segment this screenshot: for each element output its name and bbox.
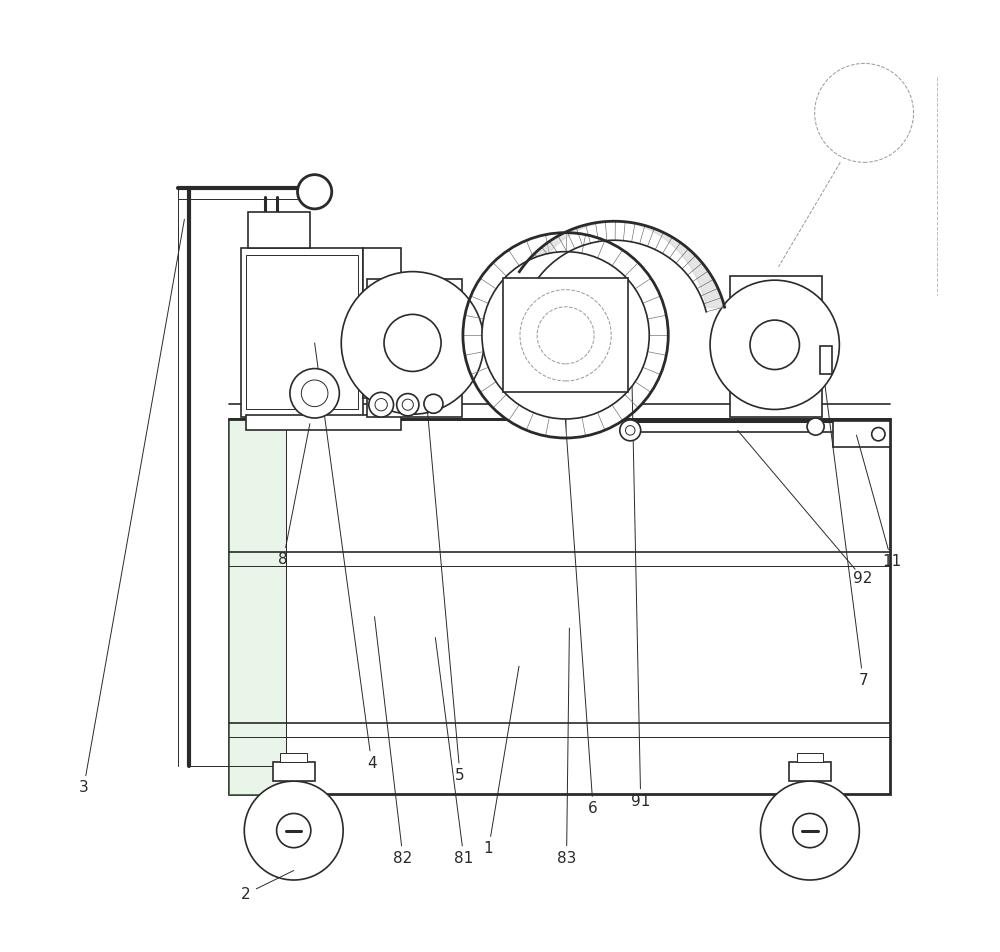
- Circle shape: [482, 251, 649, 419]
- Circle shape: [750, 320, 799, 369]
- Text: 7: 7: [858, 673, 868, 688]
- Circle shape: [244, 782, 343, 880]
- Text: 82: 82: [393, 851, 413, 865]
- Text: 11: 11: [882, 554, 901, 569]
- Text: 92: 92: [853, 571, 873, 586]
- Text: 83: 83: [557, 851, 576, 865]
- Bar: [730, 276, 822, 417]
- Circle shape: [277, 813, 311, 847]
- Circle shape: [807, 418, 824, 435]
- Bar: [833, 421, 890, 447]
- Bar: [503, 278, 628, 392]
- Bar: [248, 211, 310, 248]
- Text: 6: 6: [588, 802, 598, 816]
- Bar: [363, 248, 401, 398]
- Circle shape: [463, 232, 668, 438]
- Bar: [797, 753, 823, 763]
- Circle shape: [793, 813, 827, 847]
- Bar: [229, 419, 890, 795]
- Circle shape: [625, 426, 635, 435]
- Bar: [273, 763, 315, 782]
- Circle shape: [402, 399, 413, 410]
- Bar: [229, 419, 286, 795]
- Text: 5: 5: [455, 768, 465, 783]
- Circle shape: [424, 394, 443, 413]
- Circle shape: [290, 368, 339, 418]
- Circle shape: [384, 314, 441, 371]
- Bar: [789, 763, 831, 782]
- Text: 4: 4: [367, 756, 376, 770]
- Text: 3: 3: [79, 781, 89, 795]
- Circle shape: [341, 271, 484, 414]
- Text: 2: 2: [240, 886, 250, 902]
- Bar: [241, 248, 363, 417]
- Text: 91: 91: [631, 794, 650, 808]
- Bar: [820, 346, 832, 374]
- Circle shape: [760, 782, 859, 880]
- Circle shape: [298, 174, 332, 208]
- Text: 81: 81: [454, 851, 474, 865]
- Bar: [280, 753, 307, 763]
- Circle shape: [872, 427, 885, 441]
- Bar: [246, 415, 401, 430]
- Text: 8: 8: [278, 552, 288, 567]
- Circle shape: [301, 380, 328, 407]
- Circle shape: [375, 399, 387, 411]
- Circle shape: [369, 392, 394, 417]
- Circle shape: [710, 280, 839, 409]
- Text: 1: 1: [484, 842, 493, 856]
- Bar: [367, 279, 462, 417]
- Bar: [246, 255, 358, 409]
- Circle shape: [620, 420, 641, 441]
- Circle shape: [397, 393, 419, 416]
